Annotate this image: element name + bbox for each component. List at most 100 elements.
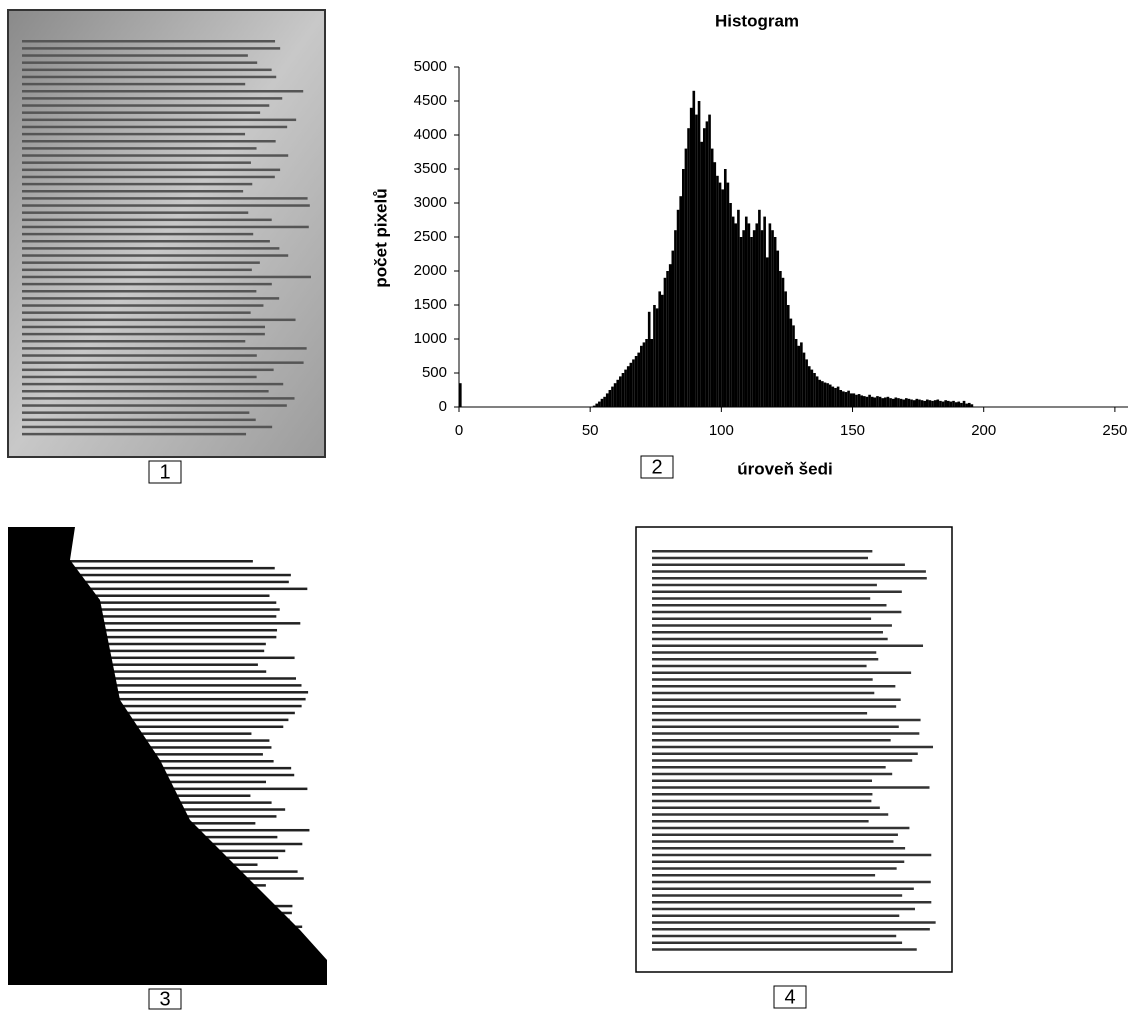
text-line — [652, 718, 921, 722]
text-line — [652, 907, 915, 911]
bar — [957, 401, 961, 407]
text-line — [652, 745, 934, 749]
bar — [960, 402, 963, 407]
bar — [705, 121, 709, 408]
text-line — [652, 941, 903, 944]
text-line — [652, 820, 869, 823]
text-line — [70, 608, 280, 611]
text-line — [652, 847, 906, 850]
label-box — [773, 985, 807, 1009]
text-line — [70, 670, 267, 673]
bar — [653, 305, 656, 407]
bar — [763, 216, 766, 407]
bar — [637, 352, 641, 407]
bar — [792, 325, 795, 407]
text-line — [22, 418, 256, 422]
text-line — [22, 390, 269, 393]
text-line — [652, 813, 889, 816]
text-line — [652, 597, 871, 600]
y-axis-label: počet pixelů — [371, 188, 390, 287]
text-line — [22, 240, 270, 243]
bar — [650, 339, 654, 407]
text-line — [652, 894, 903, 897]
text-line — [22, 340, 246, 343]
image-corrected — [635, 526, 953, 973]
text-line — [22, 111, 261, 114]
bar — [918, 399, 921, 407]
text-line — [70, 725, 284, 729]
text-line — [652, 556, 869, 560]
text-line — [70, 684, 302, 687]
bar — [695, 114, 698, 407]
text-line — [22, 282, 272, 286]
text-line — [70, 732, 252, 735]
bar — [721, 189, 724, 407]
bar — [671, 250, 675, 407]
text-line — [652, 678, 873, 681]
text-line — [22, 347, 307, 350]
bar — [823, 382, 827, 407]
bar — [595, 403, 599, 407]
y-tick-label: 0 — [439, 398, 447, 415]
bar — [907, 398, 911, 407]
bar — [873, 397, 877, 407]
bar — [632, 359, 635, 407]
bar — [726, 182, 730, 407]
plot: 0500100015002000250030003500400045005000… — [414, 58, 1128, 439]
bar — [760, 230, 764, 407]
text-line — [652, 610, 902, 614]
bar — [939, 400, 942, 407]
label-box — [148, 460, 182, 484]
bar — [616, 379, 620, 407]
text-line — [652, 691, 875, 695]
bar — [923, 400, 926, 407]
text-line — [652, 766, 886, 769]
bar — [624, 369, 627, 407]
x-tick-label: 0 — [455, 422, 463, 439]
bar — [750, 237, 753, 407]
text-line — [22, 297, 280, 300]
bar — [828, 384, 832, 407]
text-line — [652, 577, 927, 580]
y-tick-label: 2500 — [414, 228, 447, 245]
text-line — [70, 635, 277, 639]
bar — [786, 305, 790, 407]
text-line — [70, 622, 301, 625]
bar — [852, 393, 856, 407]
text-line — [22, 154, 289, 157]
bar — [613, 383, 617, 407]
text-line — [652, 651, 877, 654]
bar — [931, 400, 934, 407]
chart-title: Histogram — [715, 11, 799, 30]
bar — [886, 396, 890, 407]
text-line — [22, 75, 277, 79]
bar — [970, 404, 974, 407]
bar — [952, 400, 955, 407]
bar — [905, 398, 908, 407]
text-line — [652, 698, 901, 701]
bar — [687, 128, 690, 407]
bar — [640, 345, 643, 407]
bar — [834, 387, 837, 407]
text-line — [22, 354, 257, 357]
text-line — [652, 921, 936, 924]
text-line — [22, 382, 284, 386]
text-line — [22, 325, 265, 329]
text-line — [70, 746, 272, 749]
text-line — [652, 637, 888, 641]
text-line — [22, 197, 308, 200]
bar — [870, 396, 874, 407]
bar — [897, 398, 900, 407]
text-line — [652, 739, 891, 742]
label-box — [640, 455, 674, 479]
text-line — [22, 61, 258, 64]
panel-label: 3 — [159, 988, 170, 1010]
x-tick-label: 200 — [971, 422, 996, 439]
text-line — [22, 375, 257, 379]
text-line — [22, 90, 304, 93]
text-line — [652, 806, 880, 809]
bar — [860, 395, 864, 407]
bar — [619, 376, 622, 407]
text-line — [22, 182, 253, 186]
bar — [920, 400, 924, 407]
